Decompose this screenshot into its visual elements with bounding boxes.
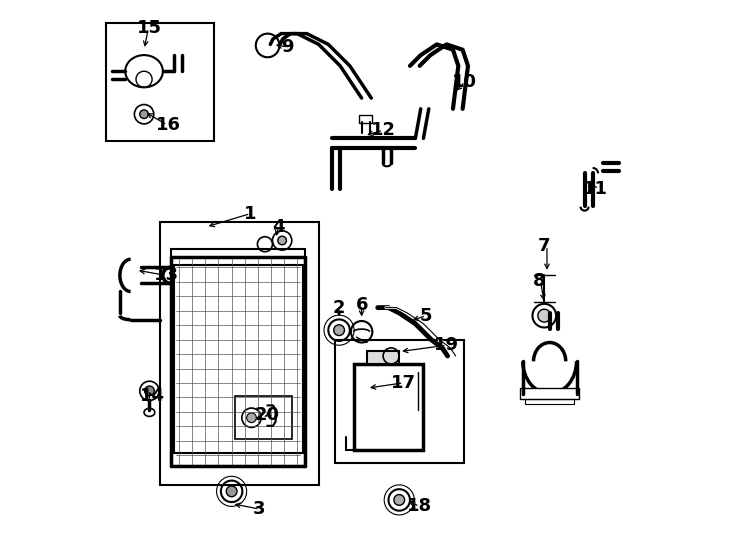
Circle shape — [226, 486, 237, 497]
Circle shape — [145, 386, 154, 396]
Text: 4: 4 — [272, 218, 285, 236]
Text: 15: 15 — [137, 19, 162, 37]
Bar — [174, 256, 302, 466]
Circle shape — [247, 413, 256, 423]
Text: 17: 17 — [391, 374, 416, 392]
Text: 14: 14 — [139, 387, 164, 405]
Text: 16: 16 — [156, 116, 181, 134]
Bar — [171, 453, 305, 466]
Bar — [236, 396, 292, 439]
Bar — [367, 350, 399, 364]
Text: 19: 19 — [434, 336, 459, 354]
Text: 2: 2 — [333, 299, 345, 316]
Circle shape — [139, 110, 148, 118]
Circle shape — [394, 495, 404, 505]
Circle shape — [255, 33, 280, 57]
Bar — [359, 115, 372, 123]
Text: 3: 3 — [253, 500, 266, 518]
Bar — [335, 340, 464, 463]
Text: 12: 12 — [371, 122, 396, 139]
Text: 6: 6 — [355, 296, 368, 314]
Bar — [106, 23, 214, 141]
Text: 9: 9 — [281, 38, 294, 56]
Text: 11: 11 — [583, 180, 608, 198]
Text: 1: 1 — [244, 205, 257, 222]
Bar — [526, 399, 574, 404]
Text: 20: 20 — [255, 406, 280, 424]
Circle shape — [538, 309, 550, 322]
Bar — [520, 388, 579, 399]
Text: 10: 10 — [452, 73, 477, 91]
Circle shape — [278, 236, 286, 245]
Bar — [354, 364, 424, 450]
Text: 13: 13 — [154, 266, 179, 285]
Circle shape — [334, 325, 344, 335]
Text: 18: 18 — [407, 497, 432, 515]
Text: 5: 5 — [420, 307, 432, 325]
Text: 8: 8 — [533, 272, 545, 290]
Bar — [171, 248, 305, 265]
Text: 7: 7 — [538, 237, 550, 255]
Bar — [160, 221, 319, 485]
